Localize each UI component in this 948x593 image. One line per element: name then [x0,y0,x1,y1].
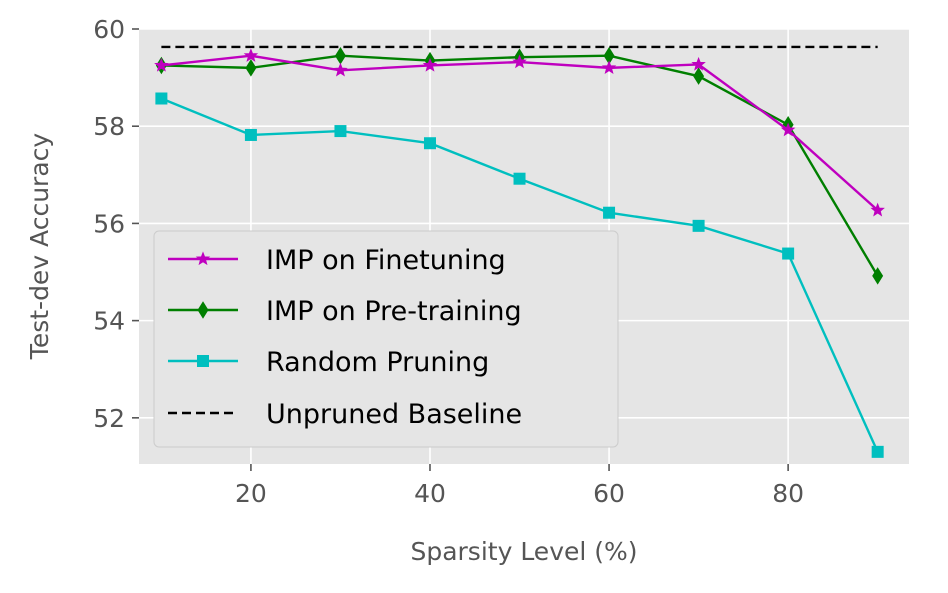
x-tick-label: 20 [235,479,267,508]
data-point-imp-on-pre-training [245,59,257,77]
legend-item-imp-on-pre-training: IMP on Pre-training [168,296,522,327]
series-imp-on-finetuning [154,48,885,217]
data-point-imp-on-finetuning [601,60,617,75]
data-point-imp-on-finetuning [154,57,169,72]
legend-label: Unpruned Baseline [266,399,522,430]
x-tick-label: 60 [593,479,625,508]
y-axis-label: Test-dev Accuracy [25,133,54,361]
series-random-pruning [155,92,884,458]
data-point-random-pruning [782,247,795,260]
legend: IMP on Finetuning IMP on Pre-training Rand… [153,230,619,448]
x-tick-label: 80 [772,479,804,508]
data-point-imp-on-finetuning [243,48,259,62]
data-point-random-pruning [603,206,616,219]
legend-item-imp-on-finetuning: IMP on Finetuning [168,245,506,276]
y-tick-label: 52 [93,404,125,433]
data-point-imp-on-pre-training [693,67,705,85]
data-point-random-pruning [513,172,526,185]
legend-item-unpruned-baseline: Unpruned Baseline [168,399,522,430]
y-tick-label: 54 [93,307,125,336]
ticks: 20 40 60 80 52 54 56 58 60 [93,15,804,508]
data-point-random-pruning [692,219,705,232]
data-point-imp-on-finetuning [870,202,885,217]
legend-label: Random Pruning [266,347,489,378]
legend-label: IMP on Pre-training [266,296,522,327]
legend-marker [195,251,211,266]
data-point-imp-on-pre-training [872,267,884,285]
data-point-imp-on-finetuning [333,62,348,77]
data-point-random-pruning [155,92,168,105]
data-point-imp-on-finetuning [422,57,438,72]
legend-item-random-pruning: Random Pruning [168,347,489,378]
y-tick-label: 58 [93,112,125,141]
legend-marker [197,355,209,367]
x-axis-label: Sparsity Level (%) [410,537,637,566]
x-tick-label: 40 [414,479,446,508]
y-tick-label: 60 [93,15,125,44]
data-point-random-pruning [334,125,347,138]
legend-box [153,230,619,448]
data-point-random-pruning [423,137,436,150]
data-point-random-pruning [244,128,257,141]
data-point-random-pruning [871,445,884,458]
series-layer [154,45,885,458]
y-tick-label: 56 [93,209,125,238]
data-point-imp-on-finetuning [691,56,706,71]
legend-marker [197,301,209,319]
data-point-imp-on-finetuning [780,122,796,137]
data-point-imp-on-finetuning [512,54,527,69]
legend-label: IMP on Finetuning [266,245,506,276]
